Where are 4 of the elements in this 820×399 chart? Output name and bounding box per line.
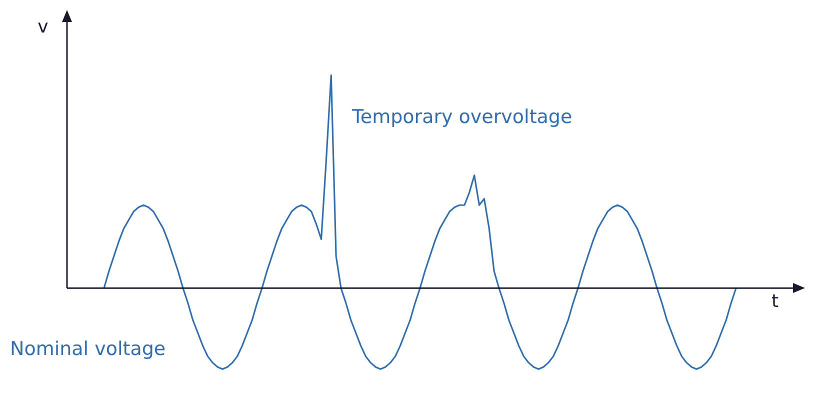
annotation: Temporary overvoltage	[351, 106, 572, 128]
annotation: Nominal voltage	[10, 338, 166, 360]
y-axis-title: v	[38, 16, 49, 38]
x-axis-title: t	[771, 290, 779, 312]
